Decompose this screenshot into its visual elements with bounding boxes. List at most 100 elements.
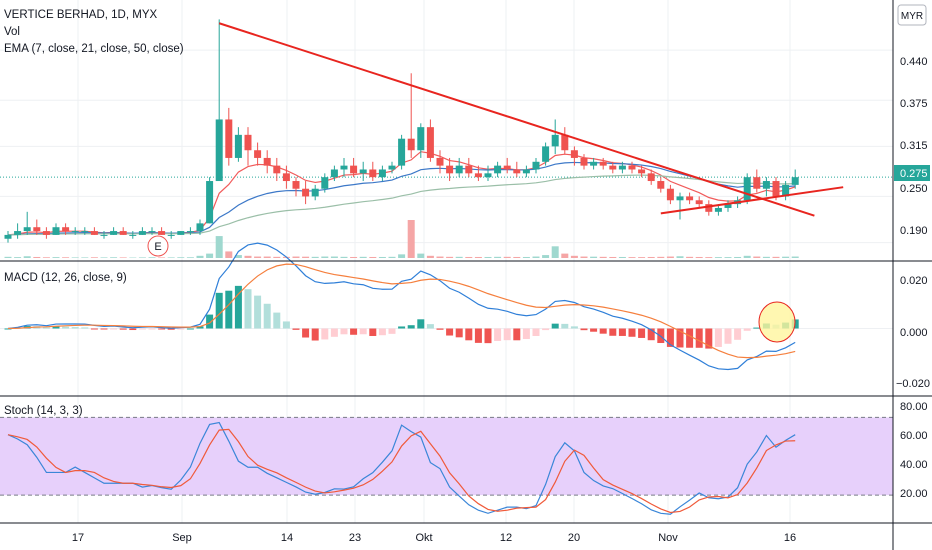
volume-bar xyxy=(676,256,684,258)
trendline xyxy=(218,22,815,217)
volume-bar xyxy=(273,256,281,258)
macd-histogram-bar xyxy=(359,328,367,335)
macd-histogram-bar xyxy=(628,328,636,337)
candle-body xyxy=(90,231,98,235)
x-tick-4: 23 xyxy=(349,532,361,544)
volume-bar xyxy=(772,256,780,258)
volume-bar xyxy=(254,256,262,258)
volume-bar xyxy=(609,256,617,258)
macd-histogram-bar xyxy=(330,328,338,337)
macd-histogram-bar xyxy=(532,328,540,336)
macd-histogram-bar xyxy=(225,290,233,329)
macd-histogram-bar xyxy=(676,328,684,348)
candle-body xyxy=(14,231,22,235)
macd-line xyxy=(7,242,796,371)
candle-body xyxy=(436,157,444,166)
volume-bar xyxy=(388,256,396,258)
earnings-marker[interactable]: E xyxy=(147,235,169,257)
candle-body xyxy=(724,204,732,208)
volume-bar xyxy=(686,256,694,258)
macd-histogram-bar xyxy=(52,326,60,329)
volume-bar xyxy=(570,255,578,258)
volume-bar xyxy=(734,256,742,258)
volume-bar xyxy=(407,220,415,258)
macd-histogram-bar xyxy=(743,328,751,331)
vol-legend: Vol xyxy=(4,26,20,38)
candle-body xyxy=(705,204,713,212)
macd-histogram-bar xyxy=(196,326,204,329)
macd-histogram-bar xyxy=(618,328,626,336)
candle-body xyxy=(148,231,156,233)
currency-badge[interactable]: MYR xyxy=(897,4,927,26)
volume-bar xyxy=(666,256,674,258)
candle-body xyxy=(302,188,310,197)
macd-histogram-bar xyxy=(148,328,156,330)
candle-body xyxy=(282,173,290,182)
volume-bar xyxy=(350,256,358,258)
volume-bar xyxy=(417,253,425,258)
candle-body xyxy=(590,161,598,166)
macd-histogram-bar xyxy=(119,328,127,330)
macd-histogram-bar xyxy=(302,328,310,338)
candle-body xyxy=(455,165,463,174)
volume-bar xyxy=(186,257,194,258)
macd-histogram-bar xyxy=(455,328,463,338)
x-tick-8: Nov xyxy=(658,532,678,544)
macd-histogram-bar xyxy=(378,328,386,336)
candle-body xyxy=(599,161,607,166)
candle-body xyxy=(791,177,799,185)
volume-bar xyxy=(753,256,761,258)
macd-histogram-bar xyxy=(398,326,406,329)
candle-body xyxy=(465,165,473,174)
candle-body xyxy=(753,177,761,189)
last-price-value: 0.275 xyxy=(900,168,928,180)
macd-histogram-bar xyxy=(513,328,521,341)
x-tick-6: 12 xyxy=(500,532,512,544)
volume-bar xyxy=(705,257,713,258)
candle-body xyxy=(446,165,454,174)
symbol-title: VERTICE BERHAD, 1D, MYX xyxy=(4,9,157,21)
volume-bar xyxy=(62,257,70,258)
candle-body xyxy=(100,234,108,236)
volume-bar xyxy=(110,257,118,258)
macd-histogram-bar xyxy=(138,328,146,330)
volume-bar xyxy=(148,257,156,258)
volume-bar xyxy=(791,256,799,258)
candle-body xyxy=(225,119,233,158)
macd-histogram-bar xyxy=(340,328,348,335)
candle-body xyxy=(292,181,300,189)
macd-histogram-bar xyxy=(503,328,511,341)
stoch-tick-2: 60.00 xyxy=(900,430,928,442)
candle-body xyxy=(196,223,204,232)
macd-histogram-bar xyxy=(292,328,300,330)
candle-body xyxy=(426,127,434,158)
trendline xyxy=(660,186,844,215)
macd-histogram-bar xyxy=(580,328,588,331)
macd-histogram-bar xyxy=(263,303,271,329)
macd-tick-1: 0.020 xyxy=(900,275,928,287)
volume-bar xyxy=(522,256,530,258)
volume-bar xyxy=(628,257,636,258)
macd-histogram-bar xyxy=(234,285,242,329)
macd-histogram-bar xyxy=(695,328,703,348)
macd-histogram-bar xyxy=(321,328,329,340)
volume-bar xyxy=(436,256,444,258)
volume-bar xyxy=(743,255,751,258)
price-tick-5: 0.190 xyxy=(900,225,928,237)
candle-body xyxy=(359,169,367,174)
candle-body xyxy=(628,165,636,170)
candle-body xyxy=(158,231,166,235)
candle-body xyxy=(206,181,214,224)
volume-bar xyxy=(138,257,146,258)
candle-body xyxy=(638,169,646,174)
candles xyxy=(4,19,799,243)
volume-bar xyxy=(4,256,12,258)
candle-body xyxy=(71,231,79,233)
macd-legend: MACD (12, 26, close, 9) xyxy=(4,272,127,284)
macd-histogram-bar xyxy=(426,324,434,329)
macd-histogram-bar xyxy=(609,328,617,336)
volume-bar xyxy=(465,256,473,258)
volume-bar xyxy=(177,257,185,258)
macd-histogram-bar xyxy=(71,327,79,329)
